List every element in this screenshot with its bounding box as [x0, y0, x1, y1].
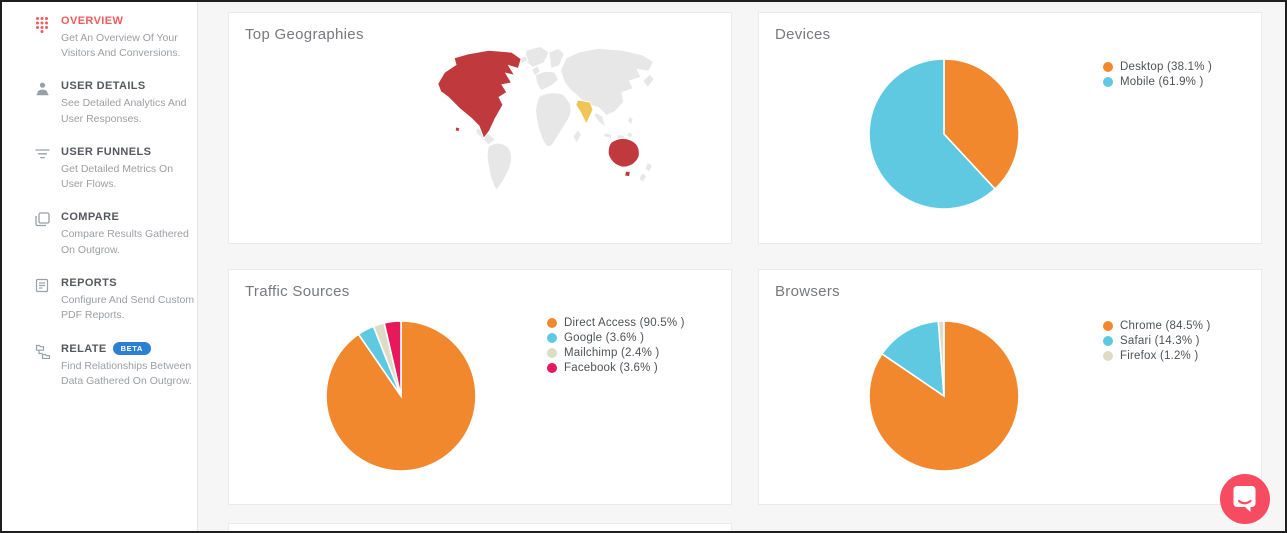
pie-slice-desktop[interactable] [943, 58, 1020, 191]
legend-item-google[interactable]: Google (3.6% ) [547, 332, 685, 344]
sidebar-item-label: RELATE BETA [61, 342, 197, 356]
map-region-africa [535, 92, 572, 148]
map-region-japan [642, 73, 656, 89]
partial-card [228, 523, 732, 531]
map-region-asia [559, 47, 655, 116]
grid-dots-icon [35, 15, 51, 61]
card-title: Traffic Sources [245, 283, 350, 300]
legend-label: Mobile (61.9% ) [1120, 76, 1204, 88]
legend-item-safari[interactable]: Safari (14.3% ) [1103, 335, 1211, 347]
devices-pie-chart [868, 58, 1020, 210]
map-region-australia[interactable] [607, 137, 640, 168]
legend-label: Firefox (1.2% ) [1120, 350, 1199, 362]
sidebar-item-description: Get Detailed Metrics On User Flows. [61, 162, 174, 191]
map-region-europe [535, 70, 560, 92]
legend-swatch-icon [547, 363, 557, 373]
sidebar-item-description: Compare Results Gathered On Outgrow. [61, 228, 189, 256]
sidebar-item-user-funnels[interactable]: USER FUNNELS Get Detailed Metrics On Use… [35, 146, 197, 192]
legend-item-desktop[interactable]: Desktop (38.1% ) [1103, 61, 1212, 73]
legend-swatch-icon [1103, 77, 1113, 87]
legend-item-chrome[interactable]: Chrome (84.5% ) [1103, 320, 1211, 332]
funnel-icon [35, 146, 51, 192]
map-region-uk [531, 64, 541, 77]
map-region-india[interactable] [575, 99, 594, 126]
legend-item-firefox[interactable]: Firefox (1.2% ) [1103, 350, 1211, 362]
legend-swatch-icon [1103, 321, 1113, 331]
pie-slice-safari[interactable] [880, 320, 945, 398]
legend-label: Mailchimp (2.4% ) [564, 347, 660, 359]
sidebar: OVERVIEW Get An Overview Of Your Visitor… [2, 2, 198, 531]
legend-swatch-icon [1103, 351, 1113, 361]
report-document-icon [35, 277, 51, 323]
map-region-greenland [524, 45, 550, 69]
map-region-philippines [626, 115, 634, 126]
pie-slice-facebook[interactable] [383, 320, 402, 397]
card-title: Top Geographies [245, 26, 364, 43]
sidebar-item-reports[interactable]: REPORTS Configure And Send Custom PDF Re… [35, 277, 197, 323]
devices-legend: Desktop (38.1% ) Mobile (61.9% ) [1103, 61, 1212, 91]
sidebar-item-user-details[interactable]: USER DETAILS See Detailed Analytics And … [35, 80, 197, 126]
devices-card: Devices Desktop (38.1% ) Mobile (61.9% ) [758, 12, 1262, 244]
sidebar-item-overview[interactable]: OVERVIEW Get An Overview Of Your Visitor… [35, 15, 197, 61]
card-title: Browsers [775, 283, 840, 300]
legend-swatch-icon [547, 348, 557, 358]
legend-label: Desktop (38.1% ) [1120, 61, 1213, 73]
chat-widget-button[interactable] [1220, 474, 1270, 524]
beta-badge: BETA [112, 342, 151, 356]
legend-label: Facebook (3.6% ) [564, 362, 658, 374]
legend-swatch-icon [1103, 62, 1113, 72]
legend-label: Direct Access (90.5% ) [564, 317, 685, 329]
legend-item-facebook[interactable]: Facebook (3.6% ) [547, 362, 685, 374]
browsers-legend: Chrome (84.5% ) Safari (14.3% ) Firefox (1… [1103, 320, 1211, 365]
legend-item-direct-access[interactable]: Direct Access (90.5% ) [547, 317, 685, 329]
map-region-indonesia [603, 131, 634, 140]
sidebar-item-description: Find Relationships Between Data Gathered… [61, 360, 192, 388]
top-geographies-card: Top Geographies [228, 12, 732, 244]
chat-bubble-icon [1220, 474, 1270, 524]
traffic-sources-legend: Direct Access (90.5% ) Google (3.6% ) Mail… [547, 317, 685, 377]
card-title: Devices [775, 26, 831, 43]
map-region-new-zealand [638, 161, 654, 184]
traffic-sources-pie-chart [325, 320, 477, 472]
map-region-se-asia [593, 111, 607, 129]
world-map [437, 45, 656, 191]
copy-pages-icon [35, 211, 51, 257]
legend-swatch-icon [547, 333, 557, 343]
sidebar-item-label: REPORTS [61, 276, 117, 289]
map-region-north-america[interactable] [437, 49, 522, 140]
sidebar-item-description: Configure And Send Custom PDF Reports. [61, 293, 195, 321]
map-region-small-island-red[interactable] [454, 126, 461, 133]
legend-label: Safari (14.3% ) [1120, 335, 1200, 347]
legend-item-mailchimp[interactable]: Mailchimp (2.4% ) [547, 347, 685, 359]
browsers-pie-chart [868, 320, 1020, 472]
map-region-madagascar [572, 128, 583, 145]
sidebar-item-label: OVERVIEW [61, 15, 124, 27]
user-icon [35, 80, 51, 126]
sidebar-item-label: USER DETAILS [61, 80, 146, 93]
map-region-tasmania[interactable] [624, 170, 631, 178]
sidebar-item-description: See Detailed Analytics And User Response… [61, 97, 187, 125]
legend-swatch-icon [547, 318, 557, 328]
traffic-sources-card: Traffic Sources Direct Access (90.5% ) Go… [228, 269, 732, 505]
pie-slice-firefox[interactable] [937, 320, 945, 397]
legend-label: Chrome (84.5% ) [1120, 320, 1211, 332]
sidebar-item-label: COMPARE [61, 211, 120, 224]
relate-nodes-icon [35, 342, 51, 389]
sidebar-item-description: Get An Overview Of Your Visitors And Con… [61, 32, 181, 60]
legend-label: Google (3.6% ) [564, 332, 645, 344]
sidebar-item-label-text: RELATE [61, 343, 107, 356]
legend-swatch-icon [1103, 336, 1113, 346]
legend-item-mobile[interactable]: Mobile (61.9% ) [1103, 76, 1212, 88]
sidebar-item-label: USER FUNNELS [61, 145, 152, 158]
map-region-scandinavia [548, 47, 565, 70]
pie-slice-mobile[interactable] [868, 58, 997, 210]
browsers-card: Browsers Chrome (84.5% ) Safari (14.3% ) F… [758, 269, 1262, 505]
sidebar-item-compare[interactable]: COMPARE Compare Results Gathered On Outg… [35, 211, 197, 257]
map-region-south-america [486, 142, 513, 191]
sidebar-item-relate[interactable]: RELATE BETA Find Relationships Between Da… [35, 342, 197, 389]
